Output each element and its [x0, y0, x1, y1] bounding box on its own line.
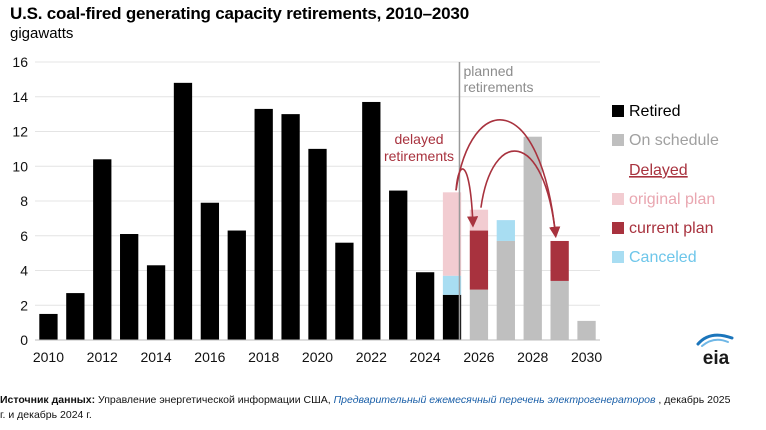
- bar-on-schedule-2030: [577, 320, 596, 340]
- legend-swatch-5: [612, 251, 624, 263]
- bar-delayed-current-plan-2026: [469, 230, 489, 290]
- bar-retired-2025: [442, 294, 462, 340]
- x-tick-label: 2024: [410, 349, 441, 365]
- bar-retired-2015: [173, 82, 193, 340]
- y-tick-label: 6: [20, 228, 28, 244]
- y-tick-label: 4: [20, 263, 28, 279]
- y-tick-label: 10: [12, 158, 28, 174]
- chart-subtitle: gigawatts: [10, 25, 74, 42]
- legend-label-5: Canceled: [629, 249, 697, 266]
- x-tick-label: 2010: [33, 349, 64, 365]
- bar-canceled-2027: [496, 220, 515, 241]
- bar-canceled-2025: [442, 275, 462, 295]
- eia-logo-swoosh-light: [701, 338, 729, 347]
- x-tick-label: 2028: [517, 349, 548, 365]
- bar-retired-2017: [227, 230, 246, 340]
- delayed-annotation-line: delayed: [394, 131, 443, 147]
- legend-swatch-0: [612, 105, 624, 117]
- x-tick-label: 2018: [248, 349, 279, 365]
- bar-retired-2019: [281, 114, 300, 340]
- planned-annotation-line: planned: [463, 63, 513, 79]
- delayed-annotation-line: retirements: [384, 148, 454, 164]
- delay-arrow-2026-to-2029: [480, 150, 561, 238]
- bar-on-schedule-2027: [496, 240, 515, 340]
- bar-retired-2014: [146, 265, 166, 340]
- legend-swatch-3: [612, 193, 624, 205]
- y-tick-label: 16: [12, 54, 28, 70]
- bar-on-schedule-2029: [550, 280, 569, 340]
- source-note: Источник данных: Управление энергетическ…: [0, 393, 766, 423]
- bar-retired-2023: [389, 190, 408, 340]
- source-date: , декабрь 2025: [655, 394, 731, 406]
- eia-logo-swoosh: [696, 333, 734, 346]
- y-tick-label: 0: [20, 332, 28, 348]
- y-tick-label: 12: [12, 124, 28, 140]
- legend-label-1: On schedule: [629, 132, 719, 149]
- bar-retired-2020: [308, 148, 327, 340]
- bar-retired-2016: [200, 202, 220, 340]
- source-line-1: Источник данных: Управление энергетическ…: [0, 393, 766, 408]
- legend-swatch-4: [612, 222, 624, 234]
- eia-logo: eia: [696, 333, 734, 368]
- x-tick-label: 2026: [463, 349, 494, 365]
- bar-delayed-original-plan-2025: [442, 192, 462, 276]
- bar-retired-2018: [254, 108, 273, 340]
- chart: 0 2 4 6 8 10 12 14 16 2010 2012 2014 2016 2018 2020 202…: [12, 54, 719, 365]
- x-tick-label: 2014: [140, 349, 171, 365]
- delay-arrow-2025-to-2029: [455, 119, 561, 238]
- legend-label-3: original plan: [629, 191, 715, 208]
- source-link[interactable]: Предварительный ежемесячный перечень эле…: [333, 394, 656, 406]
- source-label: Источник данных:: [0, 394, 96, 406]
- x-tick-label: 2016: [194, 349, 225, 365]
- planned-annotation-line: retirements: [463, 79, 533, 95]
- x-tick-label: 2030: [571, 349, 602, 365]
- legend-label-4: current plan: [629, 220, 714, 237]
- legend-swatch-1: [612, 134, 624, 146]
- y-tick-label: 2: [20, 297, 28, 313]
- bar-retired-2022: [362, 101, 381, 341]
- bar-retired-2010: [39, 313, 58, 340]
- y-tick-label: 8: [20, 193, 28, 209]
- source-text: Управление энергетической информации США…: [95, 394, 334, 406]
- bar-retired-2012: [93, 159, 112, 340]
- chart-title: U.S. coal-fired generating capacity reti…: [10, 4, 469, 23]
- bar-on-schedule-2028: [523, 136, 542, 340]
- x-tick-label: 2022: [356, 349, 387, 365]
- x-tick-label: 2012: [87, 349, 118, 365]
- bar-retired-2021: [335, 242, 354, 340]
- source-line-2: г. и декабрь 2024 г.: [0, 409, 92, 421]
- bar-retired-2011: [66, 293, 85, 340]
- y-tick-label: 14: [12, 89, 28, 105]
- bar-retired-2013: [120, 234, 139, 340]
- bar-delayed-current-plan-2029: [550, 240, 569, 281]
- x-tick-label: 2020: [302, 349, 333, 365]
- eia-logo-text: eia: [703, 348, 730, 368]
- legend-label-0: Retired: [629, 103, 681, 120]
- legend-label-2: Delayed: [629, 162, 688, 179]
- bar-retired-2024: [415, 272, 435, 340]
- bar-on-schedule-2026: [469, 289, 489, 340]
